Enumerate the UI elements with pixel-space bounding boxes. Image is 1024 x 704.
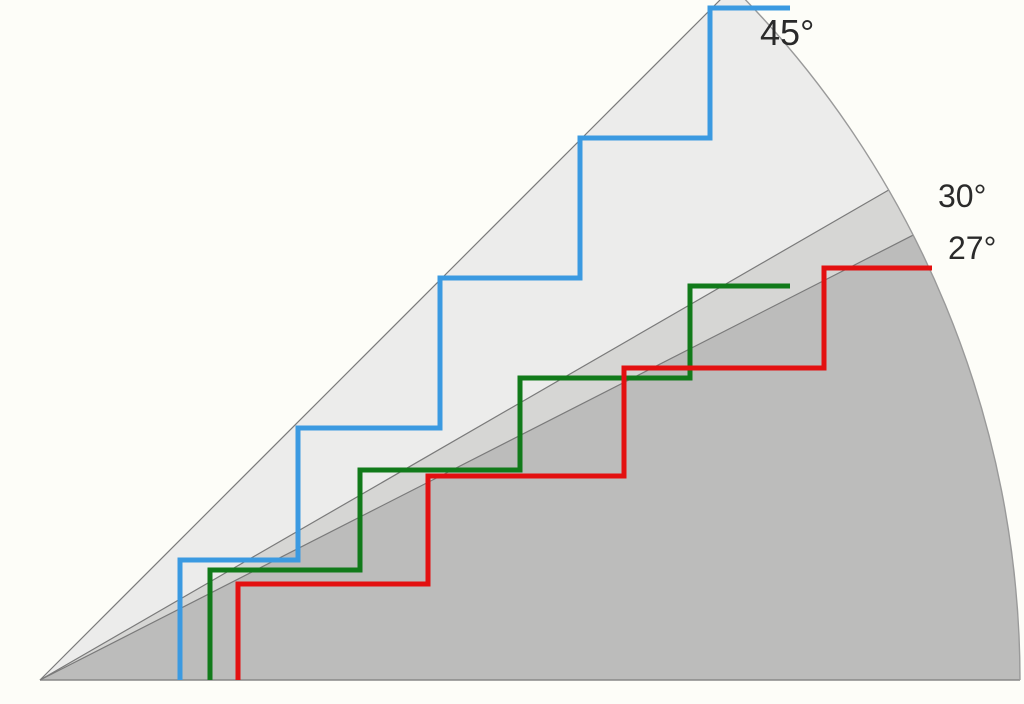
angle-label-27: 27°	[948, 230, 996, 267]
angle-stair-diagram	[0, 0, 1024, 704]
angle-label-30: 30°	[938, 178, 986, 215]
angle-label-45: 45°	[760, 12, 814, 54]
